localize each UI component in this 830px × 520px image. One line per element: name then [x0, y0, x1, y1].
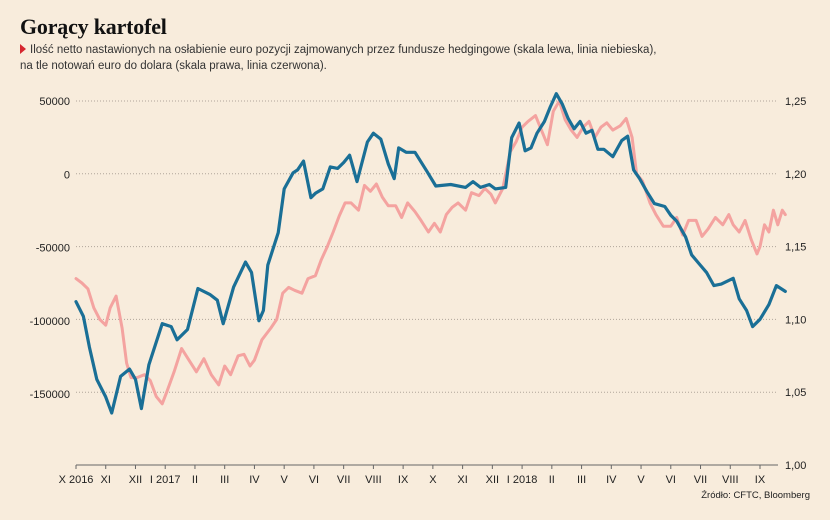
chart-subtitle: Ilość netto nastawionych na osłabienie e…: [20, 42, 810, 74]
y-left-tick-label: -50000: [36, 243, 70, 255]
x-tick-label: IV: [606, 474, 617, 486]
x-tick-label: VI: [666, 474, 676, 486]
subtitle-line-2: na tle notowań euro do dolara (skala pra…: [20, 60, 327, 72]
x-tick-label: VIII: [365, 474, 382, 486]
y-left-tick-label: 50000: [39, 96, 70, 108]
series-line-blue: [74, 92, 787, 415]
x-tick-label: II: [549, 474, 555, 486]
x-tick-label: I 2018: [507, 474, 538, 486]
y-right-tick-label: 1,15: [785, 242, 806, 254]
y-left-tick-label: -100000: [30, 316, 70, 328]
x-tick-label: XII: [486, 474, 499, 486]
x-tick-label: III: [577, 474, 586, 486]
x-tick-label: IV: [249, 474, 260, 486]
y-left-tick-label: -150000: [30, 389, 70, 401]
x-tick-label: V: [637, 474, 645, 486]
chart-title: Gorący kartofel: [20, 14, 167, 39]
y-right-tick-label: 1,20: [785, 169, 806, 181]
y-right-tick-label: 1,05: [785, 387, 806, 399]
y-left-tick-label: 0: [64, 169, 70, 181]
y-right-tick-label: 1,10: [785, 314, 806, 326]
x-tick-label: VII: [694, 474, 707, 486]
x-tick-label: VI: [309, 474, 319, 486]
x-tick-label: VIII: [722, 474, 739, 486]
series-line-red: [74, 99, 787, 406]
x-tick-label: IX: [398, 474, 409, 486]
x-tick-label: V: [281, 474, 289, 486]
triangle-marker-icon: [20, 44, 26, 54]
x-tick-label: X: [429, 474, 437, 486]
source-note: Źródło: CFTC, Bloomberg: [701, 490, 810, 501]
x-tick-label: XI: [101, 474, 111, 486]
x-tick-label: VII: [337, 474, 350, 486]
y-right-tick-label: 1,25: [785, 96, 806, 108]
x-tick-label: XI: [457, 474, 467, 486]
x-tick-label: X 2016: [59, 474, 94, 486]
y-right-tick-label: 1,00: [785, 460, 806, 472]
x-tick-label: I 2017: [150, 474, 181, 486]
x-tick-label: III: [220, 474, 229, 486]
x-tick-label: II: [192, 474, 198, 486]
subtitle-line-1: Ilość netto nastawionych na osłabienie e…: [30, 44, 657, 56]
x-tick-label: IX: [755, 474, 766, 486]
x-tick-label: XII: [129, 474, 142, 486]
